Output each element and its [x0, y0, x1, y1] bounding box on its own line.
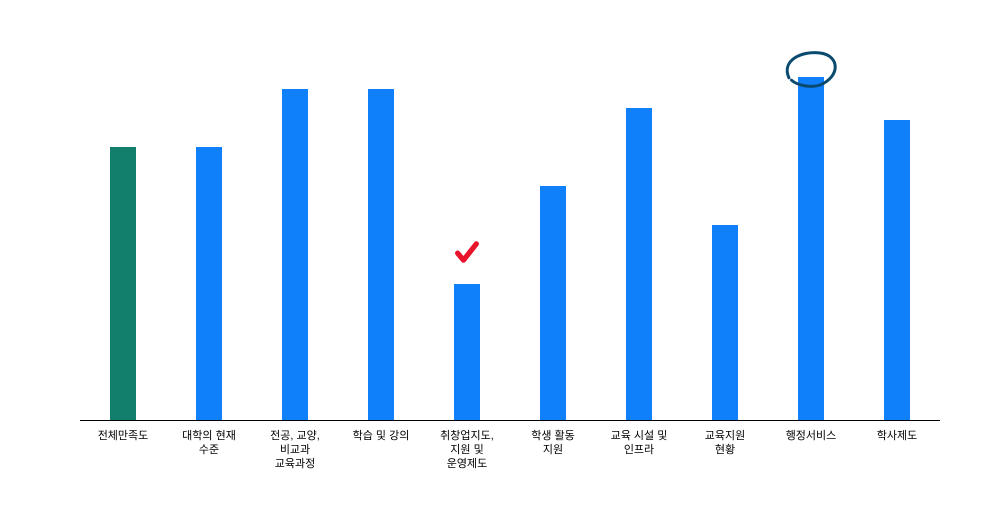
bar	[798, 77, 824, 420]
x-axis-label: 학생 활동 지원	[510, 430, 596, 458]
x-axis-label: 전체만족도	[80, 430, 166, 444]
x-axis-label: 취창업지도, 지원 및 운영제도	[424, 430, 510, 471]
bar	[368, 89, 394, 421]
x-axis-label: 교육지원 현황	[682, 430, 768, 458]
x-axis-label: 학습 및 강의	[338, 430, 424, 444]
x-axis-label: 행정서비스	[768, 430, 854, 444]
bar	[282, 89, 308, 421]
x-axis-label: 대학의 현재 수준	[166, 430, 252, 458]
satisfaction-bar-chart: 전체만족도대학의 현재 수준전공, 교양, 비교과 교육과정학습 및 강의취창업…	[0, 0, 1000, 511]
bar	[626, 108, 652, 420]
plot-region	[80, 30, 940, 420]
bar	[110, 147, 136, 420]
x-axis-label: 전공, 교양, 비교과 교육과정	[252, 430, 338, 471]
x-axis-label: 교육 시설 및 인프라	[596, 430, 682, 458]
bar	[884, 120, 910, 420]
x-axis	[80, 420, 940, 421]
bar	[196, 147, 222, 420]
bar	[712, 225, 738, 420]
x-axis-label: 학사제도	[854, 430, 940, 444]
bar	[540, 186, 566, 420]
bar	[454, 284, 480, 421]
